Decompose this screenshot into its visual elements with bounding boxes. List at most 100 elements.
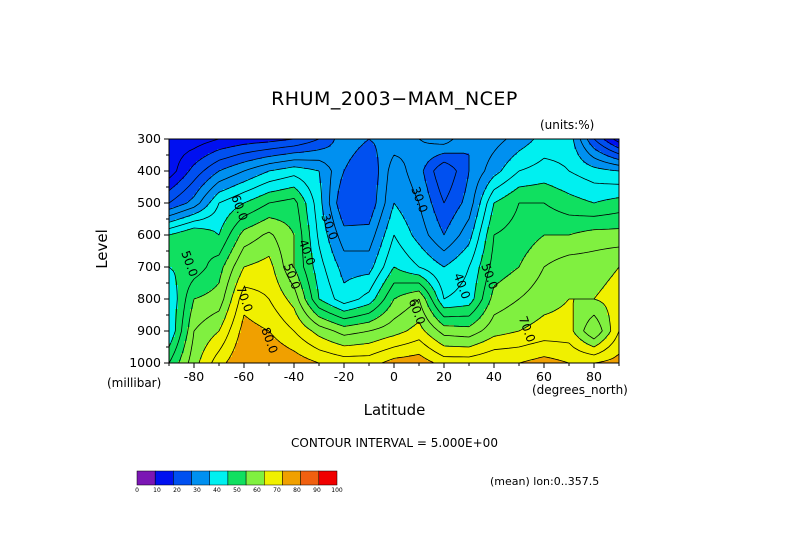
field-cell (541, 149, 545, 152)
field-cell (250, 203, 254, 206)
field-cell (358, 157, 362, 160)
field-cell (208, 149, 212, 152)
field-cell (607, 175, 611, 178)
field-cell (475, 181, 479, 184)
field-cell (295, 149, 299, 152)
field-cell (616, 173, 620, 176)
field-cell (571, 171, 575, 174)
field-cell (466, 193, 470, 196)
field-cell (514, 187, 518, 190)
field-cell (313, 151, 317, 154)
field-cell (298, 197, 302, 200)
field-cell (223, 151, 227, 154)
field-cell (541, 189, 545, 192)
field-cell (169, 155, 173, 158)
field-cell (595, 151, 599, 154)
field-cell (247, 141, 251, 144)
field-cell (292, 193, 296, 196)
field-cell (337, 181, 341, 184)
field-cell (445, 171, 449, 174)
field-cell (505, 145, 509, 148)
field-cell (613, 149, 617, 152)
field-cell (481, 169, 485, 172)
field-cell (355, 177, 359, 180)
field-cell (331, 187, 335, 190)
field-cell (502, 187, 506, 190)
field-cell (532, 169, 536, 172)
field-cell (181, 141, 185, 144)
field-cell (244, 145, 248, 148)
field-cell (601, 147, 605, 150)
field-cell (400, 177, 404, 180)
field-cell (559, 177, 563, 180)
field-cell (352, 197, 356, 200)
field-cell (289, 149, 293, 152)
field-cell (445, 201, 449, 204)
field-cell (472, 147, 476, 150)
field-cell (529, 175, 533, 178)
field-cell (523, 169, 527, 172)
field-cell (208, 151, 212, 154)
field-cell (616, 153, 620, 156)
field-cell (238, 143, 242, 146)
field-cell (520, 181, 524, 184)
field-cell (190, 169, 194, 172)
field-cell (415, 177, 419, 180)
field-cell (553, 177, 557, 180)
field-cell (271, 195, 275, 198)
field-cell (526, 173, 530, 176)
field-cell (604, 155, 608, 158)
field-cell (352, 191, 356, 194)
field-cell (226, 153, 230, 156)
field-cell (232, 151, 236, 154)
field-cell (286, 171, 290, 174)
field-cell (496, 193, 500, 196)
field-cell (568, 155, 572, 158)
field-cell (565, 151, 569, 154)
field-cell (412, 139, 416, 142)
field-cell (538, 185, 542, 188)
field-cell (241, 141, 245, 144)
field-cell (406, 195, 410, 198)
field-cell (235, 157, 239, 160)
field-cell (349, 197, 353, 200)
field-cell (280, 147, 284, 150)
field-cell (364, 169, 368, 172)
field-cell (202, 173, 206, 176)
field-cell (583, 149, 587, 152)
field-cell (355, 171, 359, 174)
field-cell (271, 159, 275, 162)
field-cell (193, 187, 197, 190)
field-cell (241, 193, 245, 196)
field-cell (322, 145, 326, 148)
field-cell (247, 155, 251, 158)
field-cell (355, 157, 359, 160)
field-cell (250, 141, 254, 144)
field-cell (394, 183, 398, 186)
field-cell (217, 201, 221, 204)
field-cell (523, 177, 527, 180)
field-cell (550, 177, 554, 180)
field-cell (520, 155, 524, 158)
field-cell (184, 145, 188, 148)
field-cell (574, 181, 578, 184)
field-cell (412, 153, 416, 156)
field-cell (490, 145, 494, 148)
field-cell (424, 185, 428, 188)
field-cell (382, 197, 386, 200)
field-cell (262, 153, 266, 156)
field-cell (265, 143, 269, 146)
field-cell (409, 163, 413, 166)
field-cell (265, 177, 269, 180)
field-cell (199, 169, 203, 172)
field-cell (451, 169, 455, 172)
field-cell (193, 201, 197, 204)
field-cell (589, 175, 593, 178)
field-cell (274, 167, 278, 170)
field-cell (520, 185, 524, 188)
field-cell (355, 145, 359, 148)
field-cell (328, 177, 332, 180)
field-cell (238, 199, 242, 202)
field-cell (196, 185, 200, 188)
field-cell (370, 147, 374, 150)
